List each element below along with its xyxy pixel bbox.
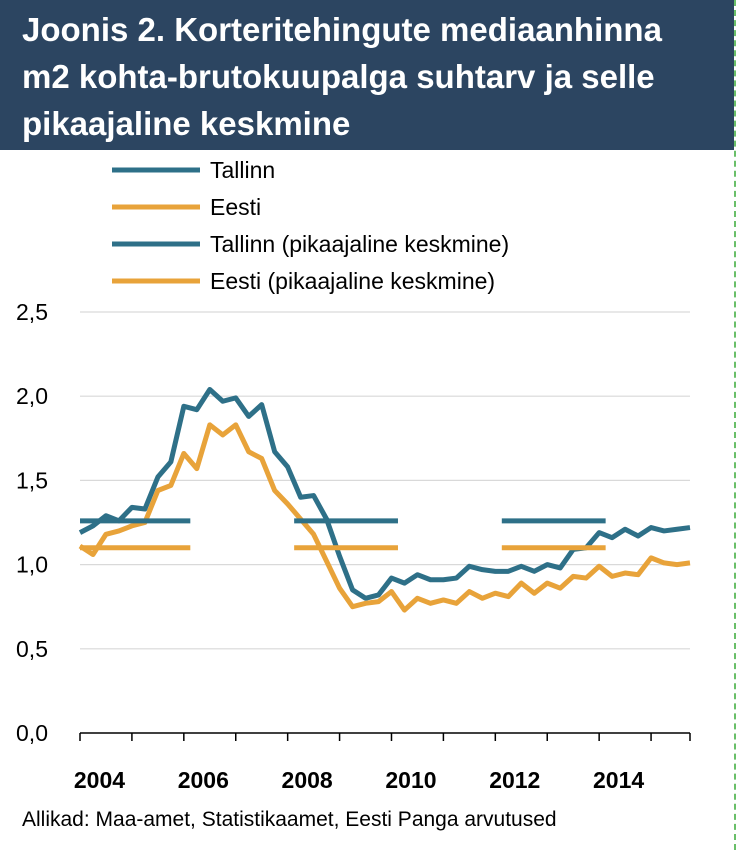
chart-title-line-3: pikaajaline keskmine (22, 105, 351, 142)
x-tick-label: 2012 (489, 767, 540, 793)
legend-label: Eesti (210, 194, 261, 220)
y-tick-label: 2,5 (16, 299, 48, 325)
chart-title-line-2: m2 kohta-brutokuupalga suhtarv ja selle (22, 58, 655, 95)
chart-title-box: Joonis 2. Korteritehingute mediaanhinna … (0, 0, 734, 150)
chart-title-line-1: Joonis 2. Korteritehingute mediaanhinna (22, 11, 662, 48)
x-tick-label: 2008 (282, 767, 333, 793)
legend-label: Tallinn (210, 157, 275, 183)
legend-label: Tallinn (pikaajaline keskmine) (210, 231, 509, 257)
x-tick-label: 2004 (74, 767, 125, 793)
x-tick-label: 2010 (385, 767, 436, 793)
x-tick-label: 2014 (593, 767, 644, 793)
series-line-eesti (78, 422, 691, 613)
page-border (734, 0, 736, 850)
legend-label: Eesti (pikaajaline keskmine) (210, 268, 495, 294)
y-tick-label: 0,5 (16, 636, 48, 662)
x-tick-label: 2006 (178, 767, 229, 793)
y-tick-label: 1,0 (16, 552, 48, 578)
series-line-tallinn (78, 386, 691, 601)
legend: Tallinn Eesti Tallinn (pikaajaline keskmin… (112, 157, 509, 294)
source-note: Allikad: Maa-amet, Statistikaamet, Eesti… (22, 808, 557, 831)
x-axis: 2004 2006 2008 2010 2012 2014 (74, 732, 691, 793)
y-tick-label: 2,0 (16, 383, 48, 409)
grid (80, 311, 690, 650)
line-chart: Tallinn Eesti Tallinn (pikaajaline keskmin… (16, 157, 691, 793)
y-tick-label: 0,0 (16, 720, 48, 746)
series-lines (78, 386, 691, 613)
y-axis-ticks: 0,0 0,5 1,0 1,5 2,0 2,5 (16, 299, 48, 746)
y-tick-label: 1,5 (16, 467, 48, 493)
